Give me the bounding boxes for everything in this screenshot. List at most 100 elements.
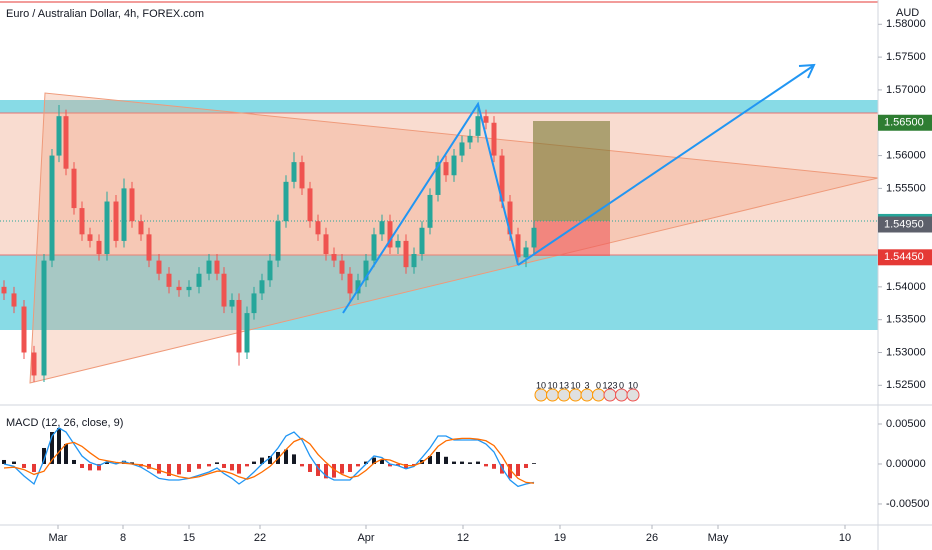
histogram-bar: [492, 463, 496, 469]
candle-body: [427, 194, 433, 228]
candle-body: [1, 286, 7, 294]
histogram-bar: [72, 459, 76, 464]
candle-body: [291, 162, 297, 182]
candle-body: [491, 122, 497, 156]
event-icon: [557, 388, 571, 402]
candle-body: [121, 188, 127, 241]
x-tick-label: 22: [254, 532, 266, 544]
x-tick-label: 26: [646, 532, 658, 544]
histogram-bar: [412, 463, 416, 466]
histogram-bar: [452, 461, 456, 464]
y-tick-label: 1.54000: [886, 281, 926, 293]
x-tick-label: May: [708, 532, 729, 544]
x-tick-label: Mar: [49, 532, 68, 544]
event-label: 10: [536, 380, 546, 390]
candle-body: [451, 155, 457, 176]
event-label: 0: [596, 380, 601, 390]
histogram-bar: [230, 463, 234, 471]
candle-body: [156, 260, 162, 274]
y-tick-label: 0.00000: [886, 458, 926, 470]
histogram-bar: [12, 461, 16, 464]
histogram-bar: [300, 463, 304, 467]
candle-body: [387, 221, 393, 248]
histogram-bar: [260, 457, 264, 464]
candle-body: [435, 162, 441, 195]
event-icon: [603, 388, 617, 402]
y-tick-label: 0.00500: [886, 418, 926, 430]
candle-body: [411, 254, 417, 268]
event-label: 10: [570, 380, 580, 390]
histogram-bar: [444, 456, 448, 464]
candle-body: [323, 234, 329, 255]
event-icon: [592, 388, 605, 402]
candle-body: [56, 116, 62, 156]
candle-body: [221, 273, 227, 307]
y-tick-label: 1.53500: [886, 314, 926, 326]
x-tick-label: 19: [554, 532, 566, 544]
y-tick-label: 1.58000: [886, 18, 926, 30]
histogram-bar: [308, 463, 312, 472]
candle-body: [299, 162, 305, 189]
axis-label: AUD: [896, 7, 919, 19]
event-label: 10: [547, 380, 557, 390]
event-label: 13: [559, 380, 569, 390]
y-tick-label: 1.53000: [886, 346, 926, 358]
histogram-bar: [245, 463, 249, 467]
candle-body: [331, 254, 337, 261]
zone: [0, 100, 878, 113]
histogram-bar: [476, 461, 480, 464]
histogram-bar: [105, 462, 109, 464]
histogram-bar: [88, 463, 92, 471]
candle-body: [96, 240, 102, 255]
candle-body: [104, 201, 110, 255]
x-tick-label: Apr: [357, 532, 374, 544]
histogram-bar: [372, 457, 376, 464]
histogram-bar: [237, 463, 241, 474]
candle-body: [467, 135, 473, 143]
target-zone: [533, 121, 610, 221]
price-tag: [878, 216, 932, 233]
histogram-bar: [364, 461, 368, 464]
histogram-bar: [532, 463, 536, 464]
candle-body: [63, 116, 69, 169]
zigzag: [342, 101, 519, 314]
histogram-bar: [324, 463, 328, 479]
candle-body: [283, 181, 289, 222]
histogram-bar: [97, 463, 101, 471]
x-tick-label: 15: [183, 532, 195, 544]
candle-body: [71, 168, 77, 209]
candle-body: [21, 306, 27, 353]
candle-body: [31, 352, 37, 376]
histogram-bar: [348, 463, 352, 472]
histogram-bar: [524, 463, 528, 468]
zone: [0, 255, 878, 330]
event-icon: [580, 388, 594, 402]
candle-body: [523, 247, 529, 258]
event-icon: [615, 388, 628, 402]
y-tick-label: 1.56000: [886, 149, 926, 161]
event-label: 10: [628, 380, 638, 390]
candle-body: [515, 234, 521, 258]
event-icon: [534, 388, 548, 402]
candle-body: [507, 201, 513, 235]
candle-body: [371, 234, 377, 261]
histogram-bar: [284, 449, 288, 464]
candle-body: [307, 188, 313, 222]
histogram-bar: [332, 463, 336, 478]
candle-body: [206, 260, 212, 274]
candle-body: [196, 273, 202, 287]
candle-body: [395, 240, 401, 248]
event-icon: [546, 388, 559, 402]
histogram-bar: [42, 447, 46, 464]
candle-body: [363, 260, 369, 281]
candle-body: [483, 116, 489, 123]
histogram-bar: [187, 463, 191, 472]
histogram-bar: [436, 451, 440, 464]
candle-body: [251, 293, 257, 314]
candle-body: [259, 280, 265, 294]
y-tick-label: 1.57000: [886, 84, 926, 96]
histogram-bar: [177, 463, 181, 475]
histogram-bar: [460, 461, 464, 464]
histogram-bar: [22, 463, 26, 468]
